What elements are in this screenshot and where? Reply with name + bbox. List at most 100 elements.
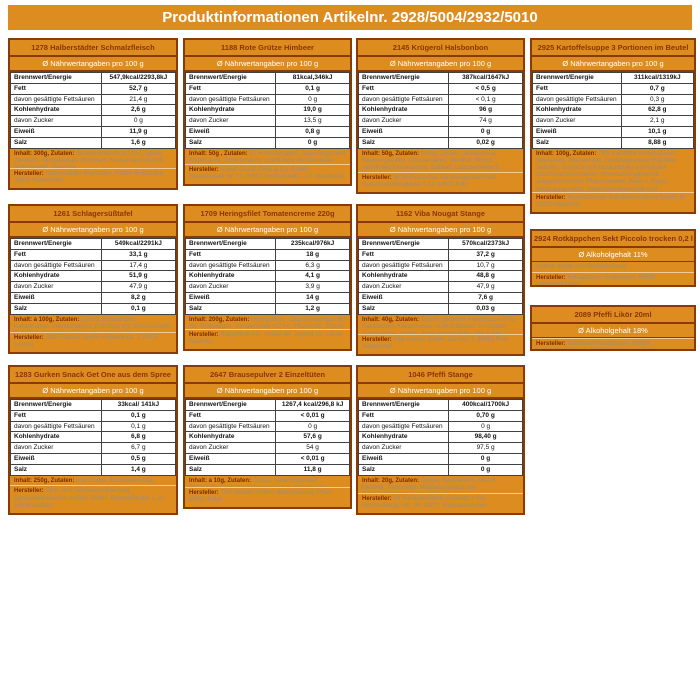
nutrition-row-value: 387kcal/1647kJ (448, 72, 523, 84)
nutrition-row-label: Eiweiß (358, 291, 450, 304)
nutrition-row-value: 21,4 g (100, 93, 176, 106)
nutrition-per-100g-label: Ø Nährwertangaben pro 100 g (185, 384, 350, 399)
nutrition-table: Brennwert/Energie 547,9kcal/2293,8kJ Fett… (10, 72, 176, 149)
nutrition-row-label: Brennwert/Energie (358, 399, 450, 411)
nutrition-row-label: Fett (185, 82, 277, 95)
nutrition-row-label: Salz (10, 302, 102, 315)
inhalt-label: Inhalt: 50g , Zutaten: (189, 150, 248, 157)
nutrition-row-label: davon gesättigte Fettsäuren (10, 93, 102, 106)
nutrition-row-label: Eiweiß (532, 125, 622, 138)
nutrition-per-100g-label: Ø Nährwertangaben pro 100 g (10, 57, 176, 72)
nutrition-row-value: 62,8 g (620, 104, 694, 117)
nutrition-table: Brennwert/Energie 311kcal/1319kJ Fett 0,7 … (532, 72, 694, 149)
product-card: 1188 Rote Grütze Himbeer Ø Nährwertangab… (183, 38, 352, 186)
nutrition-row-label: Eiweiß (185, 125, 277, 138)
nutrition-row-value: < 0,01 g (275, 409, 350, 422)
product-title: 1162 Viba Nougat Stange (358, 206, 523, 223)
manufacturer-section: Hersteller: Obst- und Gemüseverarbeitung… (10, 485, 176, 513)
inhalt-label: Inhalt: a 10g, Zutaten: (189, 477, 252, 484)
nutrition-row-value: 570kcal/2373kJ (448, 238, 523, 250)
nutrition-row-label: davon Zucker (532, 115, 622, 127)
nutrition-row-value: 547,9kcal/2293,8kJ (100, 72, 176, 84)
alcohol-content-label: Ø Alkoholgehalt 11% (532, 248, 694, 262)
manufacturer-section: Hersteller: Komet Gerolf Pöhle & Co. Gmb… (185, 163, 350, 184)
nutrition-row-value: 0,1 g (100, 420, 176, 433)
nutrition-per-100g-label: Ø Nährwertangaben pro 100 g (185, 223, 350, 238)
nutrition-row-value: 0,1 g (100, 409, 176, 422)
nutrition-row-value: 54 g (275, 442, 350, 454)
product-card: 1261 Schlagersüßtafel Ø Nährwertangaben … (8, 204, 178, 354)
nutrition-row-label: Brennwert/Energie (10, 72, 102, 84)
product-title: 2145 Krügerol Halsbonbon (358, 40, 523, 57)
nutrition-row-value: 235kcal/976kJ (275, 238, 350, 250)
nutrition-per-100g-label: Ø Nährwertangaben pro 100 g (10, 223, 176, 238)
nutrition-row-label: Eiweiß (10, 125, 102, 138)
nutrition-row-label: Eiweiß (10, 291, 102, 304)
nutrition-row-value: 74 g (448, 115, 523, 127)
product-card: 1046 Pfeffi Stange Ø Nährwertangaben pro… (356, 365, 525, 515)
nutrition-row-label: Eiweiß (185, 452, 277, 465)
nutrition-row-label: Brennwert/Energie (10, 399, 102, 411)
nutrition-row-value: 17,4 g (100, 259, 176, 272)
inhalt-label: Inhalt: 20g, Zutaten: (362, 477, 419, 484)
nutrition-row-label: Kohlenhydrate (358, 270, 450, 283)
nutrition-row-value: 0 g (275, 93, 350, 106)
inhalt-text: Heringsfilets - Clupea harengus (60 %), … (189, 316, 346, 329)
hersteller-text: Zetti Goldeck GmbH, Hölderlinstr. 1, 041… (14, 334, 160, 348)
nutrition-row-label: davon gesättigte Fettsäuren (185, 259, 277, 272)
hersteller-text: Mecklenburger Kartoffelveredlung GmbH, D… (536, 194, 686, 208)
product-card: 2647 Brausepulver 2 Einzeltüten Ø Nährwe… (183, 365, 352, 509)
product-card: 1709 Heringsfilet Tomatencreme 220g Ø Nä… (183, 204, 352, 351)
nutrition-per-100g-label: Ø Nährwertangaben pro 100 g (185, 57, 350, 72)
nutrition-row-value: 6,8 g (100, 431, 176, 444)
product-card: 1283 Gurken Snack Get One aus dem Spree … (8, 365, 178, 515)
nutrition-row-value: 10,1 g (620, 125, 694, 138)
nutrition-row-label: Salz (10, 136, 102, 149)
product-card: 2924 Rotkäppchen Sekt Piccolo trocken 0,… (530, 229, 696, 287)
nutrition-row-label: davon Zucker (358, 442, 450, 454)
nutrition-row-value: 1,6 g (100, 136, 176, 149)
nutrition-row-value: 47,9 g (100, 281, 176, 293)
nutrition-row-value: 549kcal/2291kJ (100, 238, 176, 250)
nutrition-row-label: Brennwert/Energie (185, 399, 277, 411)
manufacturer-section: Hersteller: Pit Süßwarenfabrik GmbH&Co K… (358, 492, 523, 513)
nutrition-row-value: 2,6 g (100, 104, 176, 117)
alcohol-content-label: Ø Alkoholgehalt 18% (532, 324, 694, 338)
allergen-info: Enthält Sulfite und Schwefeldioxid (532, 262, 694, 272)
inhalt-text: Zucker, Maltodextrin, Minzöl, Menthol, T… (362, 477, 498, 493)
nutrition-row-label: Kohlenhydrate (532, 104, 622, 117)
nutrition-row-value: 96 g (448, 104, 523, 117)
nutrition-row-value: 0 g (448, 125, 523, 138)
inhalt-label: Inhalt: 200g, Zutaten: (189, 316, 250, 323)
product-card: 2145 Krügerol Halsbonbon Ø Nährwertangab… (356, 38, 525, 194)
nutrition-row-label: davon Zucker (358, 115, 450, 127)
nutrition-per-100g-label: Ø Nährwertangaben pro 100 g (10, 384, 176, 399)
hersteller-text: Viba sweets GmbH, Die Aue 7, 98593 Floh-… (362, 336, 510, 350)
nutrition-per-100g-label: Ø Nährwertangaben pro 100 g (358, 384, 523, 399)
nutrition-row-label: davon gesättigte Fettsäuren (185, 420, 277, 433)
nutrition-row-label: davon gesättigte Fettsäuren (10, 259, 102, 272)
nutrition-row-label: Fett (532, 82, 622, 95)
nutrition-row-label: Kohlenhydrate (10, 104, 102, 117)
hersteller-text: TOP Sweets GmbH, Niederlassung Erfurt, 9… (189, 489, 333, 503)
hersteller-text: Rotkäppchen Sektkellerei, 06632 Freyburg… (536, 275, 656, 287)
nutrition-row-value: 0 g (275, 420, 350, 433)
hersteller-text: Nordbrand Nordhausen GmbH, Bahnhofsstraß… (536, 341, 655, 349)
nutrition-row-label: Kohlenhydrate (185, 270, 277, 283)
nutrition-table: Brennwert/Energie 400kcal/1700kJ Fett 0,70… (358, 399, 523, 476)
hersteller-label: Hersteller: (362, 336, 392, 343)
nutrition-row-label: Kohlenhydrate (10, 431, 102, 444)
nutrition-row-label: davon Zucker (10, 115, 102, 127)
nutrition-row-value: < 0,5 g (448, 82, 523, 95)
nutrition-table: Brennwert/Energie 235kcal/976kJ Fett 18 g … (185, 238, 350, 315)
hersteller-label: Hersteller: (362, 174, 392, 181)
nutrition-row-label: Salz (185, 463, 277, 476)
nutrition-row-value: 4,1 g (275, 270, 350, 283)
manufacturer-section: Hersteller: TOP Sweets GmbH, Niederlassu… (185, 486, 350, 507)
ingredients-section: Inhalt: 100g, Zutaten: 78% Kartoffeln de… (532, 149, 694, 192)
inhalt-text: Zucker, Säuerungsmittel: Weinsäure, Natr… (189, 477, 328, 487)
nutrition-row-label: Kohlenhydrate (10, 270, 102, 283)
manufacturer-section: Hersteller: Viba sweets GmbH, Die Aue 7,… (358, 333, 523, 354)
manufacturer-section: Hersteller: MCM Klosterfrau Vertriebsges… (358, 171, 523, 192)
page-title: Produktinformationen Artikelnr. 2928/500… (8, 5, 692, 30)
